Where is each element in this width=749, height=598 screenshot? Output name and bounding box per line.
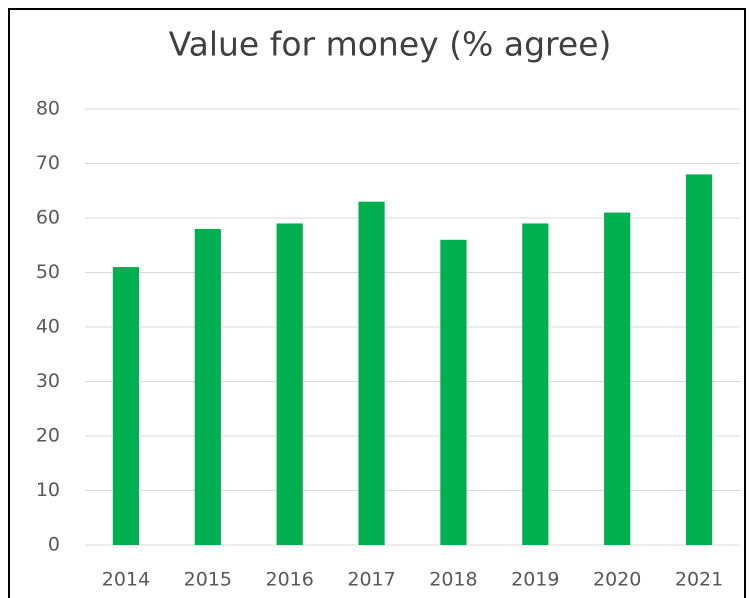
bar [112,267,140,545]
x-tick-label: 2018 [429,569,477,591]
x-tick-label: 2014 [102,569,150,591]
y-tick-label: 10 [36,479,60,501]
bar [440,239,467,546]
y-tick-label: 80 [36,98,60,120]
bar [604,212,631,546]
bar [276,223,303,545]
y-tick-label: 60 [36,207,60,229]
y-tick-label: 50 [36,261,60,283]
bar [685,174,713,545]
x-tick-label: 2017 [347,569,395,591]
chart-title: Value for money (% agree) [169,25,612,64]
y-tick-label: 20 [36,425,60,447]
x-tick-label: 2021 [675,569,723,591]
bar [522,223,549,545]
y-tick-label: 70 [36,152,60,174]
y-tick-label: 30 [36,370,60,392]
y-tick-label: 0 [48,534,60,556]
y-tick-label: 40 [36,316,60,338]
bar [358,201,385,545]
x-tick-label: 2015 [184,569,232,591]
bar [194,228,221,545]
x-tick-label: 2019 [511,569,559,591]
x-tick-label: 2016 [266,569,314,591]
x-tick-label: 2020 [593,569,641,591]
